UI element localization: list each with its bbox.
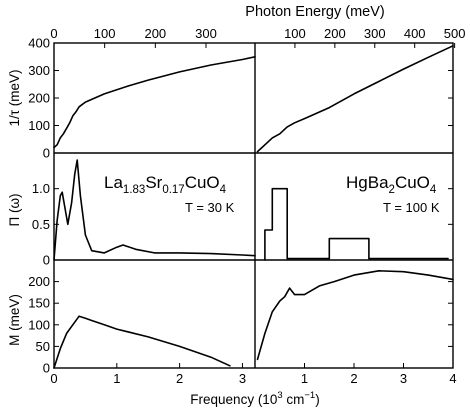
data-curve-6 [256,269,454,361]
y-tick-label: 200 [28,274,50,289]
y-tick-label: 150 [28,296,50,311]
top-tick-label: 500 [444,26,466,41]
y-tick-label: 200 [28,91,50,106]
y-tick-label: 300 [28,63,50,78]
hbco-compound-label: HgBa2CuO4 [346,173,437,196]
top-tick-label: 400 [404,26,426,41]
hbco-temperature-label: T = 100 K [383,200,440,215]
data-curve-2 [256,44,454,153]
y-tick-label: 50 [36,339,50,354]
y-axis-title-spectral-function: Π (ω) [7,193,22,226]
y-tick-label: 0 [43,361,50,376]
y-tick-label: 400 [28,36,50,51]
x-tick-label: 0 [50,371,57,386]
top-tick-label: 300 [195,26,217,41]
y-tick-label: 100 [28,118,50,133]
y-tick-label: 0.5 [32,217,50,232]
top-axis-title: Photon Energy (meV) [245,4,384,20]
top-tick-label: 300 [364,26,386,41]
plot-frame [53,42,454,369]
top-tick-label: 0 [50,26,57,41]
data-curve-5 [53,315,231,369]
y-axis-title-scattering-rate: 1/τ (meV) [7,69,22,126]
x-tick-label: 1 [113,371,120,386]
y-tick-label: 1.0 [32,181,50,196]
x-tick-label: 4 [449,371,456,386]
x-tick-label: 1 [301,371,308,386]
top-tick-label: 100 [284,26,306,41]
y-tick-label: 0 [43,253,50,268]
x-tick-label: 2 [350,371,357,386]
y-tick-label: 0 [43,146,50,161]
data-curve-3 [53,159,256,261]
y-tick-label: 100 [28,317,50,332]
lsco-compound-label: La1.83Sr0.17CuO4 [104,173,227,196]
top-tick-label: 100 [94,26,116,41]
top-tick-label: 200 [324,26,346,41]
top-tick-label: 200 [144,26,166,41]
x-tick-label: 3 [400,371,407,386]
data-curve-1 [53,55,256,149]
lsco-temperature-label: T = 30 K [185,200,235,215]
x-tick-label: 2 [176,371,183,386]
bottom-axis-title: Frequency (103 cm−1) [190,390,319,407]
y-axis-title-effective-mass: M (meV) [7,294,22,346]
data-curve-4 [264,187,449,261]
x-tick-label: 3 [239,371,246,386]
